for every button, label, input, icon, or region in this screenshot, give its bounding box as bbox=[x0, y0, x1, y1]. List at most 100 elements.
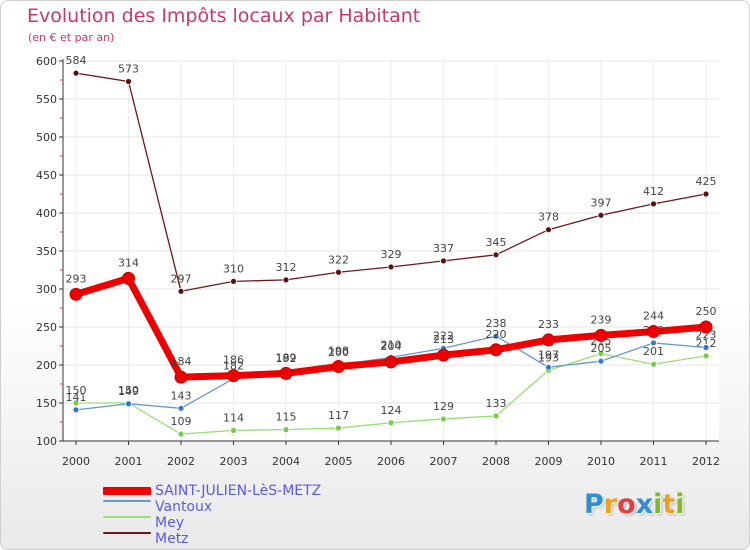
data-label: 345 bbox=[486, 236, 507, 249]
legend-swatch bbox=[103, 487, 151, 495]
data-label: 114 bbox=[223, 411, 244, 424]
data-label: 182 bbox=[223, 360, 244, 373]
data-label: 150 bbox=[118, 384, 139, 397]
legend-swatch bbox=[103, 516, 151, 518]
data-label: 233 bbox=[538, 318, 559, 331]
data-point bbox=[702, 344, 710, 351]
chart-subtitle: (en € et par an) bbox=[28, 31, 115, 44]
data-point bbox=[230, 426, 237, 434]
data-label: 412 bbox=[643, 185, 664, 198]
data-label: 141 bbox=[66, 391, 87, 404]
data-point bbox=[597, 357, 605, 365]
data-label: 204 bbox=[381, 340, 402, 353]
data-point bbox=[177, 430, 185, 438]
x-tick-label: 2011 bbox=[640, 455, 668, 468]
data-label: 193 bbox=[538, 351, 559, 364]
data-point bbox=[72, 399, 80, 407]
data-label: 210 bbox=[381, 338, 402, 351]
logo-letter: r bbox=[603, 489, 618, 520]
data-point bbox=[702, 352, 710, 360]
data-label: 397 bbox=[591, 196, 612, 209]
logo-letter: x bbox=[635, 489, 654, 520]
x-tick-label: 2008 bbox=[482, 455, 510, 468]
data-point bbox=[282, 276, 290, 284]
data-point bbox=[335, 268, 342, 276]
legend-swatch bbox=[103, 500, 151, 502]
logo-letter: o bbox=[617, 489, 636, 520]
data-label: 150 bbox=[66, 384, 87, 397]
data-label: 378 bbox=[538, 211, 559, 224]
x-tick-label: 2010 bbox=[587, 455, 615, 468]
y-tick-label: 250 bbox=[36, 321, 57, 334]
y-tick-label: 150 bbox=[36, 397, 57, 410]
data-point bbox=[125, 78, 132, 85]
data-label: 200 bbox=[328, 346, 349, 359]
y-tick-label: 300 bbox=[36, 283, 57, 296]
logo-letter: P bbox=[584, 489, 604, 520]
data-point bbox=[492, 412, 500, 420]
y-tick-label: 500 bbox=[36, 131, 57, 144]
data-label: 310 bbox=[223, 262, 244, 275]
data-point bbox=[437, 348, 450, 362]
data-point bbox=[282, 426, 290, 434]
data-label: 189 bbox=[276, 351, 297, 364]
y-tick-label: 550 bbox=[36, 93, 57, 106]
y-tick-label: 350 bbox=[36, 245, 57, 258]
x-tick-label: 2012 bbox=[692, 455, 720, 468]
data-label: 133 bbox=[486, 397, 507, 410]
data-point bbox=[650, 360, 657, 368]
data-label: 198 bbox=[328, 345, 349, 358]
data-label: 425 bbox=[696, 175, 717, 188]
data-point bbox=[332, 360, 345, 374]
data-point bbox=[230, 277, 237, 285]
data-label: 192 bbox=[276, 352, 297, 365]
data-label: 337 bbox=[433, 242, 454, 255]
data-point bbox=[387, 263, 395, 271]
x-tick-label: 2002 bbox=[167, 455, 195, 468]
data-point bbox=[69, 287, 83, 301]
data-label: 129 bbox=[433, 400, 454, 413]
x-tick-label: 2007 bbox=[430, 455, 458, 468]
data-label: 117 bbox=[328, 409, 349, 422]
data-point bbox=[702, 190, 710, 198]
data-point bbox=[72, 406, 80, 414]
data-label: 205 bbox=[591, 342, 612, 355]
data-label: 312 bbox=[276, 261, 297, 274]
data-label: 584 bbox=[66, 54, 87, 67]
proxiti-logo: Proxiti bbox=[584, 489, 685, 520]
data-point bbox=[597, 350, 605, 358]
legend-swatch bbox=[103, 532, 151, 534]
data-label: 124 bbox=[381, 404, 402, 417]
data-point bbox=[125, 400, 132, 408]
data-point bbox=[545, 363, 552, 371]
x-tick-label: 2005 bbox=[325, 455, 353, 468]
data-label: 244 bbox=[643, 310, 664, 323]
data-point bbox=[227, 369, 240, 383]
x-tick-label: 2001 bbox=[115, 455, 143, 468]
data-label: 184 bbox=[171, 355, 192, 368]
logo-letter: i bbox=[653, 489, 663, 520]
data-point bbox=[650, 339, 657, 347]
data-label: 109 bbox=[171, 415, 192, 428]
data-point bbox=[489, 343, 503, 357]
y-tick-label: 400 bbox=[36, 207, 57, 220]
data-point bbox=[699, 320, 713, 334]
data-point bbox=[492, 251, 500, 259]
data-label: 222 bbox=[433, 329, 454, 342]
data-label: 223 bbox=[696, 329, 717, 342]
data-point bbox=[387, 419, 395, 427]
logo-letter: t bbox=[662, 489, 676, 520]
data-point bbox=[177, 287, 185, 295]
data-label: 220 bbox=[486, 328, 507, 341]
y-tick-label: 450 bbox=[36, 169, 57, 182]
x-tick-label: 2000 bbox=[62, 455, 90, 468]
data-point bbox=[177, 404, 185, 412]
data-label: 197 bbox=[538, 348, 559, 361]
data-point bbox=[594, 328, 608, 342]
data-label: 250 bbox=[696, 305, 717, 318]
y-tick-label: 200 bbox=[36, 359, 57, 372]
data-label: 149 bbox=[118, 385, 139, 398]
data-point bbox=[440, 415, 447, 423]
